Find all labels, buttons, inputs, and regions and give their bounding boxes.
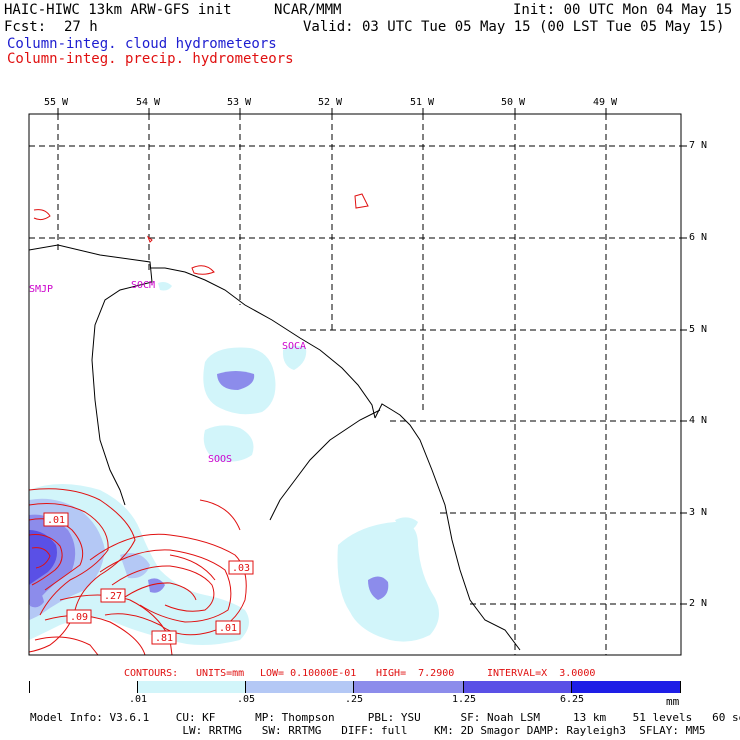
contour-label: .01 [219,623,237,634]
coastline [29,244,521,651]
color-key-bin [138,681,246,693]
contour-label: .01 [47,515,65,526]
lon-label: 52 W [318,97,343,108]
color-key-bin [354,681,464,693]
lat-label: 2 N [689,598,708,609]
lat-label: 5 N [689,324,708,335]
color-key-bin [464,681,572,693]
lon-label: 50 W [501,97,526,108]
station-label: SMJP [29,284,53,295]
contour-high: HIGH= 7.2900 [376,668,455,679]
axis-ticks [57,108,687,605]
contour-labels: .01 .03 .27 .09 .81 .01 [43,512,254,645]
lat-label: 3 N [689,507,708,518]
cloud-shading [29,282,439,645]
color-key-tick: 1.25 [451,694,477,705]
contour-units: UNITS=mm [196,668,245,679]
contour-label: .27 [104,591,122,602]
lon-label: 55 W [44,97,69,108]
valid-time: Valid: 03 UTC Tue 05 May 15 (00 LST Tue … [303,19,725,35]
forecast-hour: 27 h [64,19,98,35]
contour-label: .09 [70,612,88,623]
contour-label: .81 [155,633,173,644]
init-time: Init: 00 UTC Mon 04 May 15 [513,2,733,18]
color-key-unit: mm [666,695,680,708]
contour-interval: INTERVAL=X 3.0000 [487,668,596,679]
station-label: SOCA [282,341,306,352]
model-title: HAIC-HIWC 13km ARW-GFS init [4,2,232,18]
lat-label: 7 N [689,140,708,151]
lat-label: 6 N [689,232,708,243]
map-layers: .01 .03 .27 .09 .81 .01 SMJP SOCM SOCA S… [29,114,681,655]
lon-label: 54 W [136,97,161,108]
station-label: SOCM [131,280,155,291]
agency-label: NCAR/MMM [274,2,342,18]
color-key-bin [30,681,138,693]
station-label: SOOS [208,454,232,465]
contour-label: .03 [232,563,250,574]
color-key-bin [246,681,354,693]
field-cloud-title: Column-integ. cloud hydrometeors [7,36,277,52]
color-key-tick: 6.25 [559,694,585,705]
color-key-bin [572,681,680,693]
model-info-line1: Model Info: V3.6.1 CU: KF MP: Thompson P… [30,711,740,724]
lat-lon-grid [29,114,681,655]
lon-label: 53 W [227,97,252,108]
forecast-label: Fcst: [4,19,47,35]
contour-low: LOW= 0.10000E-01 [260,668,357,679]
color-key-tick: .05 [236,694,256,705]
contour-info-label: CONTOURS: [124,668,179,679]
color-key-tick: .25 [344,694,364,705]
lon-label: 51 W [410,97,435,108]
color-key-tick: .01 [128,694,148,705]
station-labels: SMJP SOCM SOCA SOOS [29,280,306,465]
map-frame [28,113,682,656]
lon-label: 49 W [593,97,618,108]
model-info-line2: LW: RRTMG SW: RRTMG DIFF: full KM: 2D Sm… [30,724,706,737]
lat-label: 4 N [689,415,708,426]
field-precip-title: Column-integ. precip. hydrometeors [7,51,294,67]
